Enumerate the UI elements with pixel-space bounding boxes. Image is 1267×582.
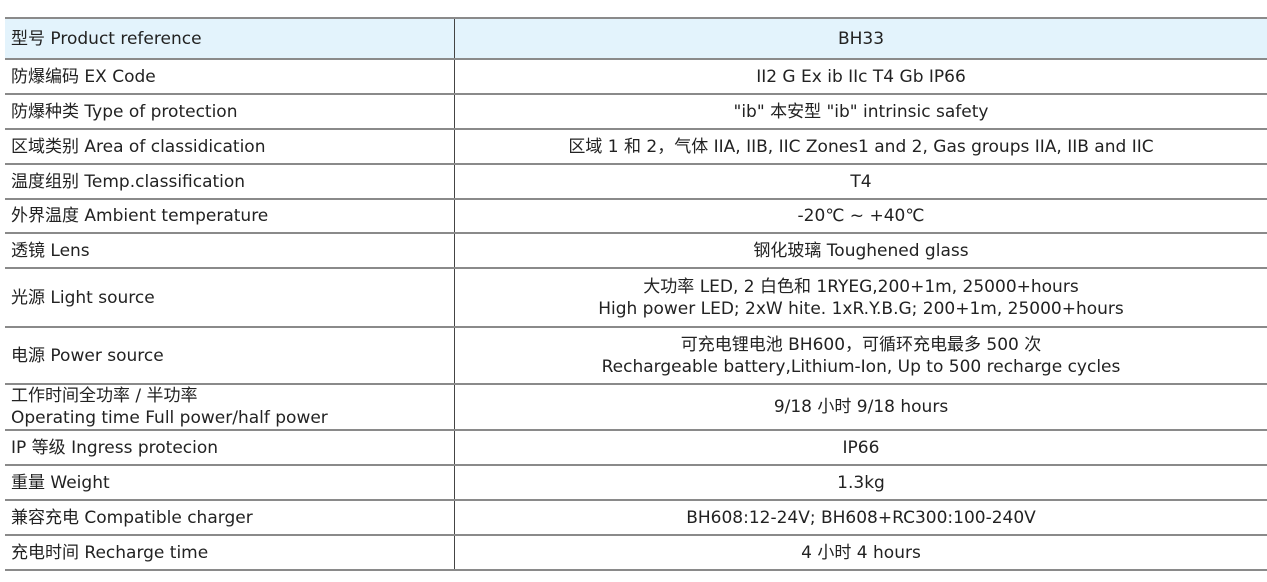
spec-label: 防爆种类 Type of protection bbox=[5, 93, 455, 129]
spec-value-text: 区域 1 和 2，气体 IIA, IIB, IIC Zones1 and 2, … bbox=[568, 136, 1154, 157]
spec-value-text: IP66 bbox=[842, 437, 880, 458]
spec-label-text: 工作时间全功率 / 半功率 bbox=[11, 386, 198, 406]
spec-label: 型号 Product reference bbox=[5, 17, 455, 59]
spec-label-text: 兼容充电 Compatible charger bbox=[11, 507, 253, 528]
spec-label: 重量 Weight bbox=[5, 464, 455, 500]
spec-value: 区域 1 和 2，气体 IIA, IIB, IIC Zones1 and 2, … bbox=[454, 128, 1267, 164]
spec-value: "ib" 本安型 "ib" intrinsic safety bbox=[454, 93, 1267, 129]
spec-label: 兼容充电 Compatible charger bbox=[5, 499, 455, 535]
spec-row: 区域类别 Area of classidication 区域 1 和 2，气体 I… bbox=[5, 128, 1267, 164]
spec-label-text: 型号 Product reference bbox=[11, 28, 202, 49]
spec-label-text: 电源 Power source bbox=[11, 345, 164, 366]
spec-label-text: 透镜 Lens bbox=[11, 240, 90, 261]
spec-label: 光源 Light source bbox=[5, 267, 455, 327]
spec-row: 重量 Weight 1.3kg bbox=[5, 464, 1267, 500]
spec-table: 型号 Product reference BH33 防爆编码 EX Code II2 … bbox=[5, 17, 1267, 571]
spec-value-text: 1.3kg bbox=[837, 472, 885, 493]
spec-row: 外界温度 Ambient temperature -20℃ ~ +40℃ bbox=[5, 198, 1267, 233]
spec-value: 钢化玻璃 Toughened glass bbox=[454, 232, 1267, 268]
spec-row: 温度组别 Temp.classification T4 bbox=[5, 163, 1267, 199]
spec-label: 透镜 Lens bbox=[5, 232, 455, 268]
spec-value-text: 钢化玻璃 Toughened glass bbox=[753, 240, 969, 261]
spec-value-text: 4 小时 4 hours bbox=[801, 542, 921, 563]
spec-value-text: 9/18 小时 9/18 hours bbox=[773, 397, 949, 417]
spec-value-text: High power LED; 2xW hite. 1xR.Y.B.G; 200… bbox=[598, 298, 1124, 319]
spec-value: BH33 bbox=[454, 17, 1267, 59]
spec-label-text: 温度组别 Temp.classification bbox=[11, 171, 246, 192]
spec-row: 工作时间全功率 / 半功率 Operating time Full power/h… bbox=[5, 383, 1267, 430]
spec-value-text: BH33 bbox=[837, 28, 885, 49]
spec-value: II2 G Ex ib IIc T4 Gb IP66 bbox=[454, 58, 1267, 94]
spec-row: 光源 Light source 大功率 LED, 2 白色和 1RYEG,200+… bbox=[5, 267, 1267, 327]
spec-row: 电源 Power source 可充电锂电池 BH600，可循环充电最多 500 … bbox=[5, 326, 1267, 384]
spec-value: IP66 bbox=[454, 429, 1267, 465]
spec-row: IP 等级 Ingress protecion IP66 bbox=[5, 429, 1267, 465]
spec-label-text: 防爆种类 Type of protection bbox=[11, 101, 238, 122]
spec-label: IP 等级 Ingress protecion bbox=[5, 429, 455, 465]
spec-label: 区域类别 Area of classidication bbox=[5, 128, 455, 164]
spec-value-text: 大功率 LED, 2 白色和 1RYEG,200+1m, 25000+hours bbox=[643, 276, 1079, 297]
spec-value: -20℃ ~ +40℃ bbox=[454, 198, 1267, 233]
spec-label-text: 防爆编码 EX Code bbox=[11, 66, 156, 87]
spec-value: 4 小时 4 hours bbox=[454, 534, 1267, 571]
spec-value-text: Rechargeable battery,Lithium-Ion, Up to … bbox=[601, 356, 1121, 377]
spec-value-text: II2 G Ex ib IIc T4 Gb IP66 bbox=[756, 66, 966, 87]
spec-label-text: Operating time Full power/half power bbox=[11, 408, 328, 428]
spec-label: 外界温度 Ambient temperature bbox=[5, 198, 455, 233]
spec-label-text: 外界温度 Ambient temperature bbox=[11, 206, 269, 226]
spec-value: T4 bbox=[454, 163, 1267, 199]
spec-value: 可充电锂电池 BH600，可循环充电最多 500 次 Rechargeable b… bbox=[454, 326, 1267, 384]
spec-row: 型号 Product reference BH33 bbox=[5, 17, 1267, 59]
spec-label: 防爆编码 EX Code bbox=[5, 58, 455, 94]
spec-row: 兼容充电 Compatible charger BH608:12-24V; BH6… bbox=[5, 499, 1267, 535]
spec-row: 防爆编码 EX Code II2 G Ex ib IIc T4 Gb IP66 bbox=[5, 58, 1267, 94]
spec-value-text: BH608:12-24V; BH608+RC300:100-240V bbox=[686, 507, 1036, 528]
spec-label-text: 光源 Light source bbox=[11, 287, 155, 308]
spec-row: 透镜 Lens 钢化玻璃 Toughened glass bbox=[5, 232, 1267, 268]
spec-value: 大功率 LED, 2 白色和 1RYEG,200+1m, 25000+hours… bbox=[454, 267, 1267, 327]
spec-value-text: -20℃ ~ +40℃ bbox=[797, 206, 925, 226]
spec-value-text: "ib" 本安型 "ib" intrinsic safety bbox=[733, 101, 989, 122]
spec-value-text: 可充电锂电池 BH600，可循环充电最多 500 次 bbox=[680, 334, 1042, 355]
spec-row: 防爆种类 Type of protection "ib" 本安型 "ib" int… bbox=[5, 93, 1267, 129]
spec-label: 工作时间全功率 / 半功率 Operating time Full power/h… bbox=[5, 383, 455, 430]
spec-value: BH608:12-24V; BH608+RC300:100-240V bbox=[454, 499, 1267, 535]
spec-label-text: 充电时间 Recharge time bbox=[11, 542, 209, 563]
spec-label: 充电时间 Recharge time bbox=[5, 534, 455, 571]
spec-label-text: 重量 Weight bbox=[11, 472, 110, 493]
spec-label: 温度组别 Temp.classification bbox=[5, 163, 455, 199]
spec-value: 9/18 小时 9/18 hours bbox=[454, 383, 1267, 430]
spec-value-text: T4 bbox=[850, 171, 872, 192]
spec-value: 1.3kg bbox=[454, 464, 1267, 500]
spec-label: 电源 Power source bbox=[5, 326, 455, 384]
spec-label-text: IP 等级 Ingress protecion bbox=[11, 437, 219, 458]
spec-label-text: 区域类别 Area of classidication bbox=[11, 136, 266, 157]
spec-row: 充电时间 Recharge time 4 小时 4 hours bbox=[5, 534, 1267, 571]
